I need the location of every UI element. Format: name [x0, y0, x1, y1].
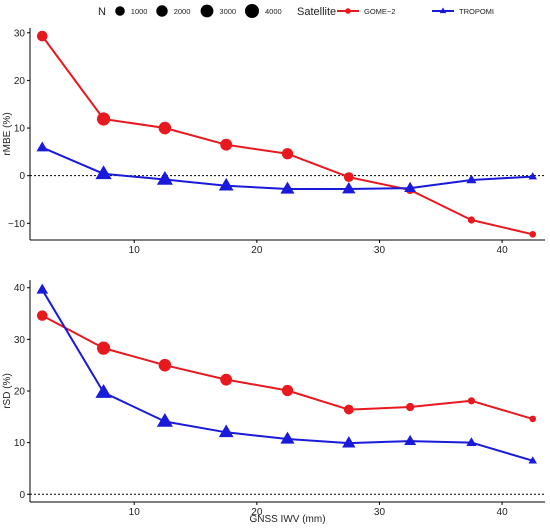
data-point-gome2 [281, 148, 294, 160]
legend-series-marker [345, 8, 351, 14]
y-tick-label: −10 [8, 219, 25, 230]
legend-size-label: 1000 [131, 7, 148, 16]
data-point-gome2 [36, 310, 48, 321]
data-point-tropomi [36, 141, 49, 152]
x-axis-label: GNSS IWV (mm) [249, 514, 325, 525]
series-line-gome2 [41, 314, 533, 420]
legend-size-label: 4000 [265, 7, 282, 16]
legend-size-marker [200, 4, 214, 18]
data-point-gome2 [36, 30, 48, 42]
x-tick-label: 40 [497, 507, 509, 518]
y-tick-label: 30 [14, 28, 26, 39]
legend-size-title: N [98, 6, 106, 18]
legend-series-marker [439, 7, 447, 14]
data-point-gome2 [96, 112, 111, 126]
data-point-tropomi [404, 434, 417, 445]
data-point-gome2 [96, 341, 111, 355]
data-point-gome2 [343, 404, 354, 415]
legend-series-label: TROPOMI [459, 7, 494, 16]
legend-size-marker [245, 4, 259, 18]
data-point-gome2 [529, 415, 537, 423]
y-tick-label: 0 [19, 171, 25, 182]
data-point-gome2 [158, 358, 172, 372]
data-point-gome2 [467, 216, 476, 224]
data-point-tropomi [280, 181, 295, 194]
data-point-tropomi [218, 424, 234, 438]
x-tick-label: 20 [251, 507, 263, 518]
data-point-tropomi [342, 436, 356, 448]
data-point-gome2 [467, 397, 476, 405]
x-tick-label: 30 [374, 507, 386, 518]
y-axis-label: rMBE (%) [2, 112, 13, 155]
data-point-gome2 [281, 384, 294, 397]
x-tick-label: 40 [497, 245, 509, 256]
legend-color-title: Satellite [297, 6, 336, 18]
data-point-gome2 [343, 172, 354, 183]
y-tick-label: 20 [14, 387, 26, 398]
x-tick-label: 10 [129, 507, 141, 518]
data-point-gome2 [158, 121, 172, 135]
legend-size-label: 2000 [174, 7, 191, 16]
data-point-tropomi [218, 177, 234, 191]
data-point-tropomi [404, 181, 417, 192]
x-tick-label: 10 [129, 245, 141, 256]
legend-series-label: GOME−2 [364, 7, 395, 16]
data-point-tropomi [466, 437, 477, 446]
legend-size-label: 3000 [219, 7, 236, 16]
y-tick-label: 40 [14, 283, 26, 294]
data-point-tropomi [466, 174, 477, 184]
data-point-tropomi [95, 384, 112, 398]
series-line-gome2 [41, 35, 533, 236]
data-point-tropomi [528, 456, 537, 464]
data-point-tropomi [36, 283, 49, 294]
y-tick-label: 30 [14, 335, 26, 346]
x-tick-label: 30 [374, 245, 386, 256]
y-axis-label: rSD (%) [2, 373, 13, 409]
data-point-gome2 [529, 230, 537, 238]
data-point-tropomi [156, 171, 173, 185]
data-point-tropomi [528, 172, 537, 180]
data-point-tropomi [280, 431, 295, 444]
y-tick-label: 0 [19, 490, 25, 501]
legend-size-marker [115, 6, 125, 16]
data-point-tropomi [95, 165, 112, 180]
data-point-tropomi [156, 412, 173, 427]
panel-2: 0 10 20 30 40 10 20 30 40 rSD (%) [2, 280, 545, 518]
panel-1: −10 0 10 20 30 10 20 30 40 rMBE (%) [2, 28, 545, 256]
y-tick-label: 20 [14, 76, 26, 87]
y-tick-label: 10 [14, 438, 26, 449]
legend: N 1000 2000 3000 4000 Satellite GOME−2 TROPOMI [98, 4, 494, 18]
data-point-gome2 [220, 373, 233, 386]
data-point-gome2 [220, 138, 233, 151]
data-point-gome2 [405, 402, 415, 412]
y-tick-label: 10 [14, 124, 26, 135]
data-point-tropomi [342, 181, 356, 194]
x-tick-label: 20 [251, 245, 263, 256]
legend-size-marker [156, 5, 168, 17]
